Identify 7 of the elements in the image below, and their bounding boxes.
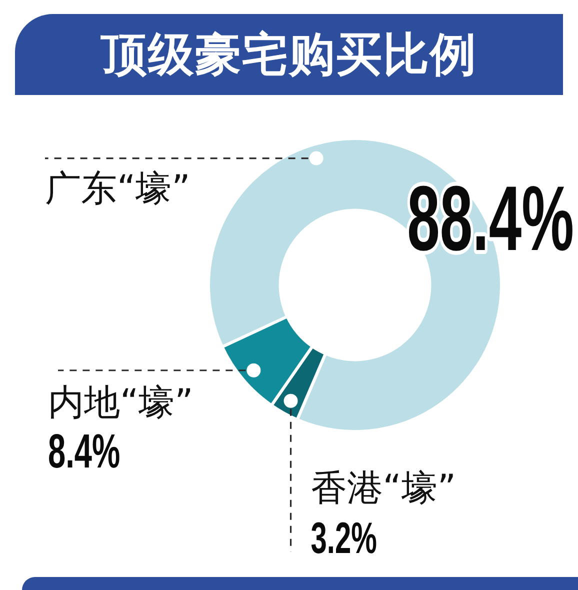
- data-label: 88.4%: [407, 168, 574, 270]
- chart-title: 顶级豪宅购买比例: [101, 27, 477, 82]
- data-label: 8.4%: [48, 424, 120, 478]
- slice-label: 内地“壕”: [48, 382, 194, 424]
- slice-label: 广东“壕”: [45, 168, 190, 210]
- slice-label: 香港“壕”: [310, 468, 456, 509]
- data-label: 3.2%: [310, 512, 377, 562]
